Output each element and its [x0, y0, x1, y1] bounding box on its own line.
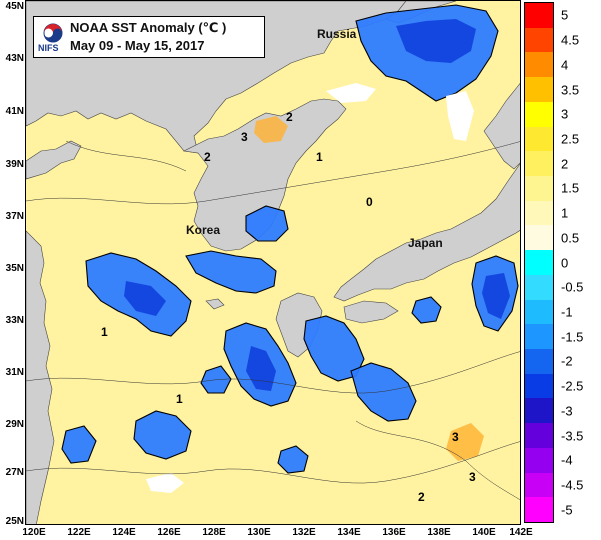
lat-label: 25N — [5, 516, 24, 527]
place-label-korea: Korea — [186, 223, 221, 237]
legend-label: 1.5 — [561, 180, 580, 196]
legend-swatch — [525, 324, 553, 350]
land-japan-north — [483, 83, 520, 170]
legend-swatch — [525, 77, 553, 103]
lon-label: 124E — [112, 527, 136, 538]
legend-swatch — [525, 497, 553, 523]
cloud-patches — [146, 83, 474, 493]
legend-label: -5 — [561, 502, 573, 518]
nifs-logo-icon — [43, 23, 63, 43]
legend-label: 0.5 — [561, 230, 580, 246]
legend-swatch — [525, 349, 553, 375]
lon-label: 132E — [292, 527, 316, 538]
legend-swatch — [525, 225, 553, 251]
legend-swatch — [525, 27, 553, 53]
legend-label: 3 — [561, 106, 569, 122]
contour-label: 3 — [241, 130, 248, 144]
lon-label: 122E — [67, 527, 91, 538]
legend-label: 5 — [561, 7, 569, 23]
contour-label: 3 — [469, 470, 476, 484]
lat-label: 37N — [5, 211, 24, 222]
deep-cool-cores — [124, 19, 510, 391]
land-korea — [183, 98, 347, 252]
lat-label: 41N — [5, 106, 24, 117]
legend-swatch — [525, 398, 553, 424]
legend-swatch — [525, 200, 553, 226]
land-shandong — [26, 140, 82, 180]
legend-swatch — [525, 176, 553, 202]
lat-label: 43N — [5, 53, 24, 64]
contour-label: 1 — [316, 150, 323, 164]
legend-label: 3.5 — [561, 82, 580, 97]
place-label-russia: Russia — [317, 27, 357, 41]
land-china-east — [26, 230, 55, 524]
legend-label: -2 — [561, 353, 573, 369]
legend-swatch — [525, 472, 553, 498]
legend-label: -1 — [561, 304, 573, 320]
legend-swatch — [525, 423, 553, 449]
legend-label: 2.5 — [561, 131, 580, 147]
legend-label: -1.5 — [561, 329, 584, 345]
legend-swatch — [525, 151, 553, 177]
land-japan-honshu — [333, 163, 520, 302]
title-box: NIFS NOAA SST Anomaly (℃ ) May 09 - May … — [33, 16, 265, 58]
legend-label: 2 — [561, 156, 569, 172]
contour-label: 1 — [101, 325, 108, 339]
legend-swatch — [525, 447, 553, 474]
land-japan-shikoku — [343, 300, 399, 324]
contour-label: 1 — [176, 392, 183, 406]
lon-label: 128E — [202, 527, 226, 538]
contour-lines — [26, 140, 520, 501]
date-range: May 09 - May 15, 2017 — [70, 38, 205, 53]
legend-swatch — [525, 3, 553, 29]
contour-labels: 3 2 1 0 3 3 2 1 2 1 — [101, 110, 476, 504]
lon-label: 120E — [22, 527, 46, 538]
contour-label: 2 — [418, 490, 425, 504]
lat-label: 27N — [5, 467, 24, 478]
legend-label: -0.5 — [561, 279, 584, 295]
lat-label: 31N — [5, 367, 24, 378]
legend-label: -4.5 — [561, 477, 584, 493]
legend-swatch — [525, 250, 553, 276]
color-legend — [524, 2, 554, 523]
legend-label: -4 — [561, 452, 573, 468]
sst-map-canvas: 3 2 1 0 3 3 2 1 2 1 — [26, 1, 520, 524]
legend-label: 1 — [561, 205, 569, 221]
lon-label: 140E — [472, 527, 496, 538]
lat-label: 29N — [5, 419, 24, 430]
lon-label: 134E — [337, 527, 361, 538]
warm-cores — [254, 116, 484, 461]
land-jeju — [205, 298, 225, 310]
legend-swatch — [525, 126, 553, 152]
logo-text: NIFS — [38, 43, 59, 53]
lat-label: 39N — [5, 159, 24, 170]
legend-swatch — [525, 274, 553, 301]
legend-label: 0 — [561, 255, 569, 270]
lon-label: 136E — [382, 527, 406, 538]
legend-label: -3 — [561, 403, 573, 419]
lon-label: 142E — [509, 527, 533, 538]
legend-label: 4 — [561, 57, 569, 73]
legend-swatch — [525, 373, 553, 399]
legend-swatch — [525, 101, 553, 128]
place-label-japan: Japan — [408, 236, 443, 250]
legend-label: -2.5 — [561, 378, 584, 394]
map-title: NOAA SST Anomaly (℃ ) — [70, 20, 227, 35]
legend-swatch — [525, 299, 553, 325]
legend-swatch — [525, 52, 553, 78]
lon-label: 126E — [157, 527, 181, 538]
contour-label: 3 — [452, 430, 459, 444]
lat-label: 45N — [5, 1, 24, 12]
sst-map: 3 2 1 0 3 3 2 1 2 1 — [25, 0, 521, 525]
contour-label: 2 — [204, 150, 211, 164]
legend-label: -3.5 — [561, 428, 584, 443]
lon-label: 138E — [427, 527, 451, 538]
lat-label: 35N — [5, 263, 24, 274]
legend-label: 4.5 — [561, 32, 580, 48]
contour-label: 0 — [366, 195, 373, 209]
lat-label: 33N — [5, 315, 24, 326]
lon-label: 130E — [247, 527, 271, 538]
contour-label: 2 — [286, 110, 293, 124]
